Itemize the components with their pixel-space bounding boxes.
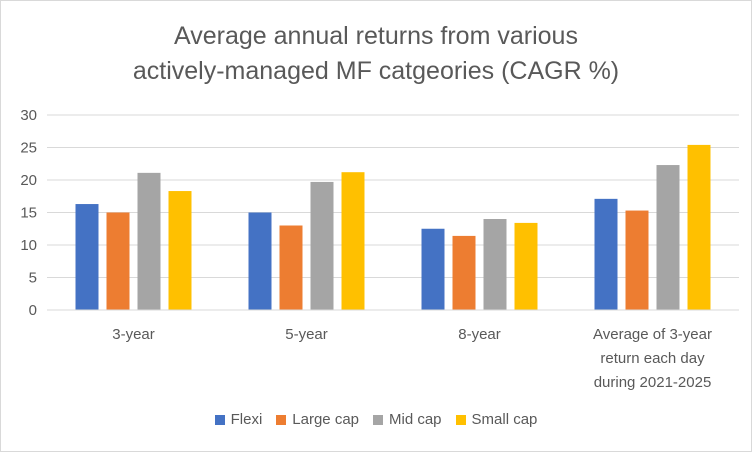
bar (656, 165, 680, 310)
bar (168, 191, 192, 310)
bar (310, 181, 334, 310)
legend-label: Mid cap (389, 411, 442, 428)
x-category-label: during 2021-2025 (594, 374, 712, 391)
bar (421, 228, 445, 310)
legend-label: Flexi (230, 411, 263, 428)
legend-swatch (373, 414, 383, 425)
bar (452, 235, 476, 310)
legend-swatch (214, 414, 225, 425)
y-tick-label: 5 (29, 270, 37, 287)
bar (279, 225, 303, 310)
bar (625, 210, 649, 310)
y-tick-label: 10 (20, 237, 37, 254)
bar (106, 212, 130, 310)
legend-item: Large cap (276, 411, 359, 428)
legend-swatch (455, 414, 466, 425)
legend-item: Small cap (455, 411, 538, 428)
x-category-label: return each day (600, 350, 705, 367)
bar (514, 222, 538, 310)
legend-label: Large cap (292, 411, 359, 428)
legend-item: Flexi (214, 411, 263, 428)
chart-legend: Flexi Large cap Mid cap Small cap (1, 411, 751, 428)
y-tick-label: 30 (20, 107, 37, 124)
y-tick-label: 15 (20, 205, 37, 222)
x-category-label: 3-year (112, 326, 155, 343)
legend-label: Small cap (471, 411, 538, 428)
bar (137, 172, 161, 310)
legend-item: Mid cap (373, 411, 442, 428)
bar (248, 212, 272, 310)
legend-swatch (276, 414, 287, 425)
bar (75, 204, 99, 310)
x-category-label: Average of 3-year (593, 326, 712, 343)
bar (594, 198, 618, 310)
y-tick-label: 0 (29, 302, 37, 319)
y-tick-label: 20 (20, 172, 37, 189)
x-category-label: 5-year (285, 326, 328, 343)
chart-title: Average annual returns from various acti… (1, 19, 751, 89)
bar (341, 172, 365, 310)
x-category-label: 8-year (458, 326, 501, 343)
chart-title-line-2: actively-managed MF catgeories (CAGR %) (132, 57, 620, 85)
chart-title-line-1: Average annual returns from various (174, 22, 578, 50)
bar (687, 144, 711, 310)
bar (483, 219, 507, 310)
y-tick-label: 25 (20, 140, 37, 157)
